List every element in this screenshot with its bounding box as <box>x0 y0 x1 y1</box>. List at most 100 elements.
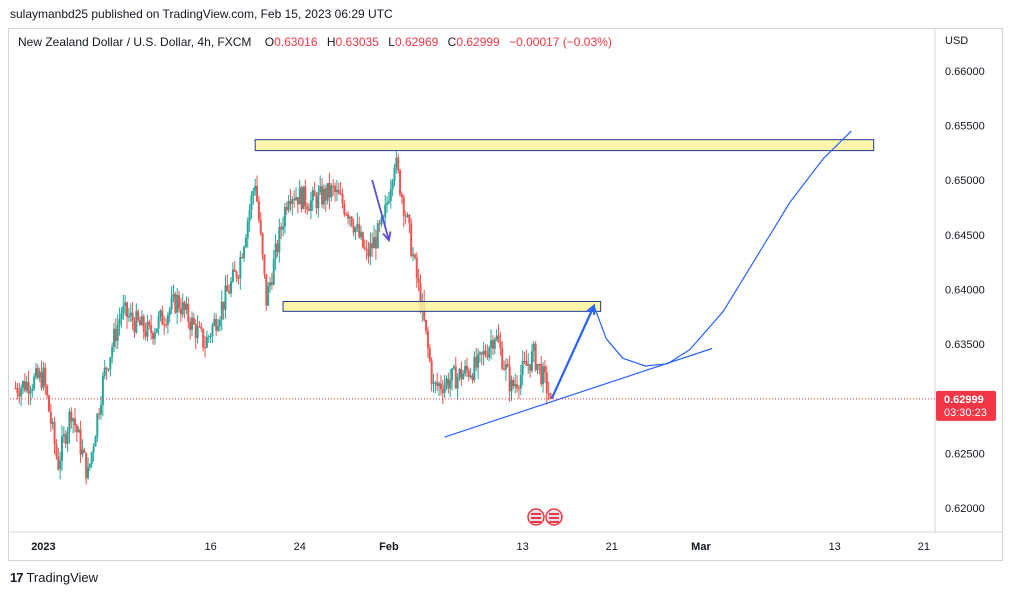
candle-body <box>150 325 153 334</box>
candle-body <box>144 331 147 337</box>
candle-body <box>465 365 468 371</box>
chart-frame <box>8 28 1003 561</box>
candle-body <box>343 203 346 215</box>
candle-body <box>371 243 374 249</box>
candle-body <box>293 198 296 201</box>
candle-body <box>309 200 312 211</box>
candle-body <box>220 301 223 321</box>
candle-body <box>308 209 311 211</box>
candle-body <box>391 181 394 189</box>
candle-body <box>22 381 25 388</box>
candle-body <box>352 225 355 233</box>
publish-header: sulaymanbd25 published on TradingView.co… <box>10 7 393 21</box>
flag-stripe <box>549 521 559 523</box>
bullish-arrow[interactable] <box>550 305 595 400</box>
candle-body <box>408 214 411 224</box>
candle-body <box>166 315 169 325</box>
x-tick-label: Feb <box>379 541 399 553</box>
candle-body <box>18 393 21 397</box>
candle-body <box>215 319 218 331</box>
candle-body <box>534 343 537 370</box>
candle-body <box>540 364 543 385</box>
bearish-arrow[interactable] <box>371 179 390 241</box>
flag-stripe <box>531 517 541 519</box>
candle-body <box>363 247 366 249</box>
flag-stripe <box>549 513 559 515</box>
y-tick-label: 0.65000 <box>945 175 985 187</box>
candle-body <box>545 372 548 393</box>
candle-body <box>282 226 285 230</box>
candle-body <box>369 243 372 257</box>
candle-body <box>521 361 524 375</box>
trendline[interactable] <box>444 347 713 438</box>
candle-body <box>387 200 390 203</box>
candle-body <box>259 220 262 234</box>
candle-body <box>378 223 381 225</box>
candle-body <box>332 185 335 187</box>
candle-body <box>428 347 431 361</box>
candle-body <box>137 311 140 321</box>
candle-body <box>356 224 359 228</box>
candle-body <box>85 452 88 479</box>
candle-body <box>235 271 238 278</box>
candle-body <box>451 368 454 381</box>
candle-body <box>287 200 290 211</box>
candle-body <box>49 411 52 424</box>
candle-body <box>231 269 234 282</box>
projection-curve[interactable] <box>593 130 852 367</box>
candle-body <box>200 326 203 329</box>
candle-body <box>241 257 244 259</box>
candle-body <box>196 326 199 339</box>
candle-body <box>31 388 34 392</box>
bullish-arrow-head <box>586 303 596 315</box>
candle-body <box>103 367 106 376</box>
candle-body <box>248 210 251 222</box>
candle-body <box>458 368 461 377</box>
candle-body <box>72 418 75 422</box>
candle-body <box>44 367 47 386</box>
candle-body <box>70 411 73 422</box>
flag-stripe <box>531 513 541 515</box>
y-tick-label: 0.63500 <box>945 339 985 351</box>
x-tick-label: 2023 <box>31 541 55 553</box>
flag-stripe <box>531 521 541 523</box>
candle-body <box>519 374 522 389</box>
candle-body <box>185 303 188 311</box>
candle-body <box>157 316 160 329</box>
candle-body <box>276 243 279 253</box>
candle-body <box>269 282 272 286</box>
candle-body <box>46 385 49 396</box>
support-resistance-zone[interactable] <box>282 300 602 312</box>
candle-body <box>254 186 257 191</box>
candle-body <box>283 207 286 227</box>
candle-body <box>532 343 535 352</box>
candle-body <box>23 381 26 391</box>
candle-body <box>454 366 457 389</box>
x-tick-label: 24 <box>294 541 306 553</box>
candle-body <box>449 380 452 389</box>
candle-body <box>291 198 294 204</box>
candle-body <box>217 326 220 331</box>
candle-body <box>79 429 82 455</box>
candle-body <box>514 384 517 387</box>
resistance-zone[interactable] <box>254 139 875 152</box>
candle-body <box>209 335 212 337</box>
x-tick-label: Mar <box>691 541 711 553</box>
candle-body <box>462 373 465 380</box>
candle-body <box>402 197 405 216</box>
x-tick-label: 21 <box>606 541 618 553</box>
candle-body <box>272 259 275 285</box>
candle-body <box>239 257 242 279</box>
candle-body <box>298 187 301 205</box>
flag-stripe <box>549 517 559 519</box>
candle-body <box>523 361 526 363</box>
candle-body <box>413 254 416 258</box>
candle-body <box>419 283 422 311</box>
candle-body <box>194 323 197 339</box>
symbol-legend: New Zealand Dollar / U.S. Dollar, 4h, FX… <box>18 35 618 49</box>
candle-body <box>168 309 171 316</box>
candle-body <box>204 347 207 349</box>
candle-body <box>478 352 481 355</box>
close-value: 0.62999 <box>456 35 500 49</box>
